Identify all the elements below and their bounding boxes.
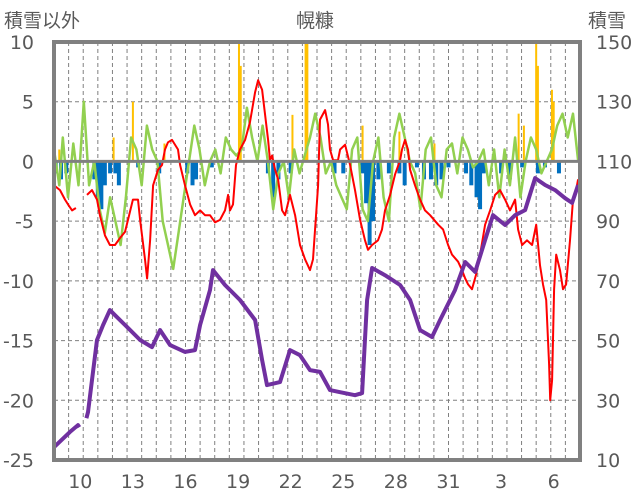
right-y-tick-label: 30 bbox=[596, 390, 620, 412]
right-y-tick-label: 150 bbox=[596, 32, 632, 54]
negative-bar bbox=[478, 161, 483, 210]
negative-bar bbox=[499, 161, 504, 174]
negative-bar bbox=[376, 161, 381, 180]
right-y-tick-label: 10 bbox=[596, 450, 620, 472]
negative-bar bbox=[469, 161, 474, 186]
negative-bar bbox=[402, 161, 407, 186]
negative-bar bbox=[99, 161, 104, 210]
left-y-tick-label: -5 bbox=[15, 211, 34, 233]
left-y-tick-label: -10 bbox=[3, 271, 34, 293]
right-y-tick-label: 90 bbox=[596, 211, 620, 233]
red-line-series bbox=[53, 79, 580, 402]
x-tick-label: 3 bbox=[495, 471, 507, 493]
negative-bar bbox=[364, 161, 369, 204]
x-tick-label: 22 bbox=[279, 471, 303, 493]
green-line-series bbox=[52, 100, 580, 271]
right-axis-title: 積雪 bbox=[588, 10, 627, 32]
left-y-tick-label: 5 bbox=[22, 92, 34, 114]
negative-bar bbox=[209, 161, 214, 168]
negative-bar bbox=[386, 161, 391, 174]
negative-bar bbox=[439, 161, 444, 180]
negative-bar bbox=[556, 161, 561, 174]
negative-bar bbox=[535, 161, 540, 174]
negative-bar bbox=[102, 161, 107, 186]
right-y-tick-label: 50 bbox=[596, 331, 620, 353]
left-y-tick-label: 10 bbox=[10, 32, 34, 54]
positive-bar bbox=[550, 89, 553, 162]
negative-bar bbox=[288, 161, 293, 174]
positive-bar bbox=[304, 42, 307, 162]
negative-bar bbox=[190, 161, 195, 186]
negative-bar bbox=[414, 161, 419, 168]
positive-bar bbox=[237, 42, 240, 162]
positive-bar bbox=[398, 131, 401, 162]
positive-bar bbox=[552, 101, 555, 162]
positive-bar bbox=[131, 101, 134, 162]
negative-bar bbox=[271, 161, 276, 198]
negative-bar bbox=[507, 161, 512, 180]
chart-title: 幌糠 bbox=[296, 10, 335, 32]
snow-depth-series bbox=[52, 176, 580, 449]
negative-bar bbox=[371, 161, 376, 222]
positive-bar bbox=[291, 114, 294, 162]
negative-bar bbox=[360, 161, 365, 174]
positive-bar bbox=[433, 143, 436, 162]
negative-bar bbox=[116, 161, 121, 186]
left-y-tick-label: -15 bbox=[3, 331, 34, 353]
positive-bar bbox=[239, 65, 242, 162]
negative-bar bbox=[113, 161, 118, 174]
right-y-tick-label: 110 bbox=[596, 151, 632, 173]
x-tick-label: 6 bbox=[548, 471, 560, 493]
right-y-tick-label: 70 bbox=[596, 271, 620, 293]
negative-bar bbox=[341, 161, 346, 174]
left-y-tick-label: 0 bbox=[22, 151, 34, 173]
plot-border bbox=[52, 40, 582, 462]
bars bbox=[53, 42, 561, 246]
plot-frame bbox=[52, 40, 582, 462]
positive-bar bbox=[58, 149, 61, 162]
positive-bar bbox=[112, 137, 115, 162]
negative-bar bbox=[520, 161, 525, 168]
right-y-tick-label: 130 bbox=[596, 92, 632, 114]
negative-bar bbox=[474, 161, 479, 198]
left-axis-title: 積雪以外 bbox=[4, 10, 81, 32]
x-tick-label: 10 bbox=[68, 471, 92, 493]
positive-bar bbox=[522, 125, 525, 162]
negative-bar bbox=[434, 161, 439, 186]
positive-bar bbox=[306, 42, 309, 162]
x-tick-label: 25 bbox=[331, 471, 355, 493]
negative-bar bbox=[397, 161, 402, 174]
left-y-tick-label: -25 bbox=[3, 450, 34, 472]
negative-bar bbox=[446, 161, 451, 168]
positive-bar bbox=[536, 65, 539, 162]
x-tick-label: 31 bbox=[436, 471, 460, 493]
negative-bar bbox=[108, 161, 113, 174]
negative-bar bbox=[481, 161, 486, 174]
series-lines bbox=[52, 79, 580, 449]
negative-bar bbox=[464, 161, 469, 174]
x-tick-label: 28 bbox=[384, 471, 408, 493]
left-y-tick-label: -20 bbox=[3, 390, 34, 412]
negative-bar bbox=[428, 161, 433, 180]
positive-bar bbox=[361, 125, 364, 162]
x-tick-label: 19 bbox=[226, 471, 250, 493]
positive-bar bbox=[517, 113, 520, 162]
negative-bar bbox=[194, 161, 199, 180]
negative-bar bbox=[95, 161, 100, 198]
x-tick-label: 13 bbox=[121, 471, 145, 493]
negative-bar bbox=[332, 161, 337, 174]
x-tick-label: 16 bbox=[173, 471, 197, 493]
positive-bar bbox=[535, 42, 538, 162]
